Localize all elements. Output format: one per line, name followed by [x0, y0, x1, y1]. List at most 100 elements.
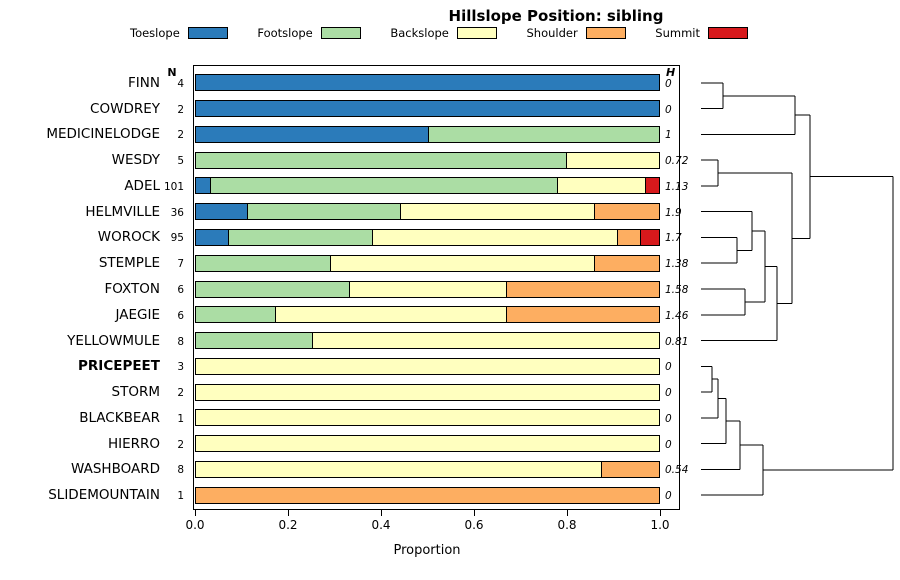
bar-segment-footslope	[228, 229, 372, 245]
series-label: WESDY	[111, 152, 160, 169]
series-label: ADEL	[124, 177, 160, 194]
series-n-count: 101	[163, 180, 184, 193]
bar-segment-backslope	[348, 281, 507, 297]
series-n-count: 6	[177, 284, 184, 296]
stacked-bar-row	[195, 383, 660, 401]
bar-segment-backslope	[399, 204, 595, 220]
x-axis-tick	[288, 510, 289, 516]
series-h-value: 1	[665, 129, 672, 142]
stacked-bar-row	[195, 151, 660, 169]
series-n-count: 1	[177, 412, 184, 425]
legend-swatch-backslope-icon	[456, 27, 497, 39]
legend-swatch-toeslope-icon	[187, 27, 228, 39]
series-n-count: 95	[170, 232, 184, 245]
stacked-bar-row	[195, 486, 660, 504]
series-label: FINN	[128, 74, 160, 91]
series-n-count: 2	[177, 438, 184, 451]
series-n-count: 3	[177, 361, 184, 374]
series-n-count: 4	[177, 77, 184, 90]
bar-segment-footslope	[246, 204, 400, 220]
series-label: PRICEPEET	[78, 358, 160, 375]
bar-segment-shoulder	[617, 229, 641, 245]
series-label: YELLOWMULE	[67, 332, 160, 349]
bar-segment-shoulder	[506, 281, 659, 297]
series-n-count: 8	[177, 335, 184, 348]
stacked-bar-row	[195, 125, 660, 143]
bar-segment-footslope	[196, 307, 275, 323]
plot-panel	[193, 65, 680, 510]
series-h-value: 1.9	[665, 206, 682, 219]
bar-segment-backslope	[311, 333, 659, 349]
series-h-value: 0	[665, 438, 672, 451]
series-h-value: 0	[665, 103, 672, 116]
x-axis-tick	[474, 510, 475, 516]
series-h-value: 1.38	[665, 258, 689, 271]
stacked-bar-row	[195, 280, 660, 298]
series-h-value: 0	[665, 490, 672, 503]
bar-segment-summit	[645, 178, 659, 194]
chart-title: Hillslope Position: sibling	[448, 7, 664, 25]
x-axis-label: Proportion	[393, 543, 461, 558]
stacked-bar-row	[195, 306, 660, 324]
legend-item-shoulder: Shoulder	[526, 26, 626, 40]
series-label: BLACKBEAR	[79, 409, 160, 426]
legend-swatch-summit-icon	[708, 27, 748, 39]
stacked-bar-row	[195, 177, 660, 195]
series-n-count: 1	[177, 490, 184, 503]
bar-segment-backslope	[274, 307, 507, 323]
series-h-value: 0.81	[665, 335, 689, 348]
bar-segment-backslope	[196, 436, 659, 452]
bar-segment-toeslope	[196, 126, 428, 142]
legend-item-footslope: Footslope	[257, 26, 361, 40]
series-label: HELMVILLE	[85, 203, 160, 220]
x-axis-tick-label: 1.0	[650, 518, 670, 532]
x-axis-tick-label: 0.2	[278, 518, 298, 532]
bar-segment-backslope	[330, 255, 595, 271]
x-axis-tick-label: 0.4	[371, 518, 391, 532]
bar-segment-backslope	[566, 152, 659, 168]
series-h-value: 0	[665, 361, 672, 374]
bar-segment-toeslope	[196, 101, 659, 117]
stacked-bar-row	[195, 332, 660, 350]
legend-item-backslope: Backslope	[390, 26, 497, 40]
series-h-value: 1.58	[665, 284, 689, 296]
legend-item-summit: Summit	[655, 26, 748, 40]
series-n-count: 2	[177, 103, 184, 116]
series-label: JAEGIE	[115, 306, 160, 323]
series-label: FOXTON	[104, 281, 160, 297]
series-label: WASHBOARD	[71, 461, 160, 478]
series-h-value: 0	[665, 77, 672, 90]
stacked-bar-row	[195, 460, 660, 478]
x-axis-tick	[195, 510, 196, 516]
legend-swatch-shoulder-icon	[585, 27, 626, 39]
bar-segment-footslope	[209, 178, 558, 194]
stacked-bar-row	[195, 74, 660, 92]
bar-segment-backslope	[196, 461, 602, 477]
series-label: MEDICINELODGE	[46, 126, 160, 143]
series-label: STEMPLE	[98, 255, 160, 272]
legend-swatch-footslope-icon	[320, 27, 361, 39]
bar-segment-footslope	[196, 281, 349, 297]
bar-segment-footslope	[196, 152, 567, 168]
stacked-bar-row	[195, 435, 660, 453]
x-axis-tick-label: 0.8	[557, 518, 577, 532]
legend-item-toeslope: Toeslope	[130, 26, 228, 40]
x-axis-tick-label: 0.6	[464, 518, 484, 532]
h-column-header: H	[666, 66, 676, 79]
stacked-bar-row	[195, 409, 660, 427]
bar-segment-toeslope	[196, 178, 210, 194]
bar-segment-shoulder	[601, 461, 659, 477]
series-h-value: 1.46	[665, 309, 689, 322]
x-axis-tick	[381, 510, 382, 516]
series-n-count: 6	[177, 309, 184, 322]
series-n-count: 2	[177, 129, 184, 142]
series-label: WOROCK	[97, 229, 160, 246]
legend-label: Toeslope	[130, 26, 180, 40]
stacked-bar-row	[195, 203, 660, 221]
stacked-bar-row	[195, 100, 660, 118]
bar-segment-toeslope	[196, 229, 229, 245]
series-n-count: 8	[177, 464, 184, 477]
series-n-count: 2	[177, 387, 184, 400]
dendrogram	[701, 82, 894, 496]
series-h-value: 0.72	[665, 155, 689, 168]
